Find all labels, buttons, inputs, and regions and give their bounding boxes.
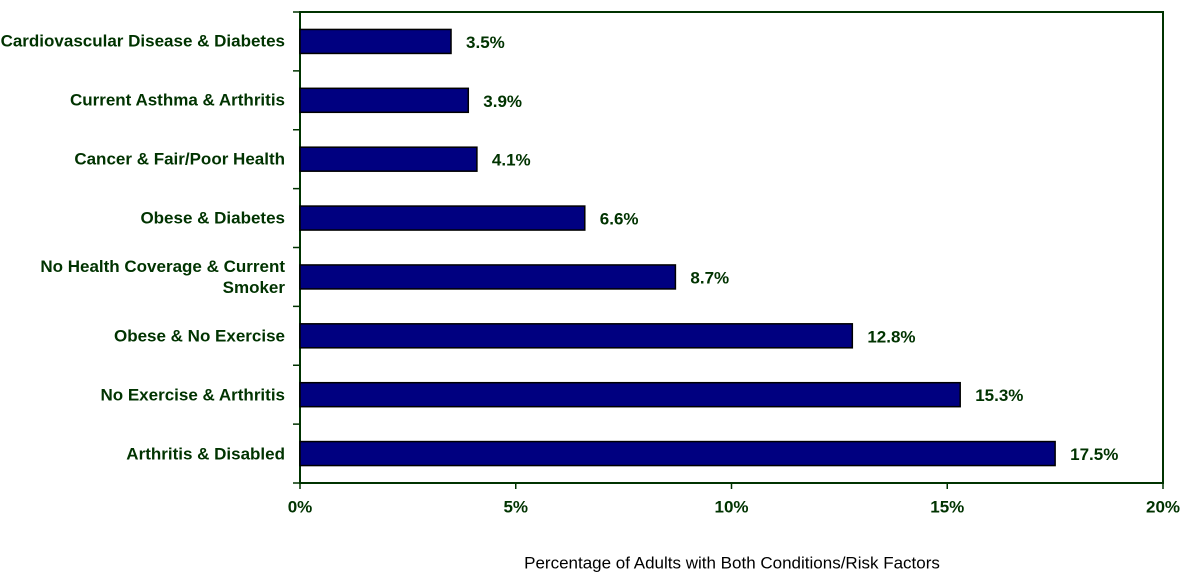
bar [299, 87, 470, 114]
plot-frame [299, 11, 1164, 484]
bar [299, 205, 586, 231]
y-tick-label: No Exercise & Arthritis [100, 385, 285, 405]
value-label: 3.9% [483, 92, 522, 111]
x-tick-label: 0% [288, 497, 313, 516]
y-tick-label: Arthritis & Disabled [126, 444, 285, 464]
y-tick-label: Cardiovascular Disease & Diabetes [0, 31, 285, 51]
x-axis-label: Percentage of Adults with Both Condition… [524, 553, 940, 572]
value-label: 4.1% [492, 151, 531, 170]
bar [299, 381, 961, 408]
value-label: 6.6% [600, 210, 639, 229]
y-tick-label: Current Asthma & Arthritis [69, 90, 285, 110]
bar [299, 28, 452, 55]
value-label: 12.8% [867, 327, 915, 346]
y-tick-label: Obese & No Exercise [113, 326, 285, 346]
bar [299, 146, 478, 172]
bar [299, 264, 677, 290]
x-tick-label: 5% [503, 497, 528, 516]
bar [299, 323, 854, 349]
y-tick-label: Cancer & Fair/Poor Health [74, 149, 285, 169]
value-label: 17.5% [1070, 445, 1118, 464]
value-label: 15.3% [975, 386, 1023, 405]
x-tick-label: 20% [1146, 497, 1180, 516]
bar [299, 440, 1056, 467]
y-tick-label: No Health Coverage & Current Smoker [40, 256, 285, 297]
x-tick-label: 10% [714, 497, 748, 516]
value-label: 8.7% [690, 268, 729, 287]
value-label: 3.5% [466, 33, 505, 52]
x-tick-label: 15% [930, 497, 964, 516]
y-tick-label: Obese & Diabetes [140, 208, 285, 228]
